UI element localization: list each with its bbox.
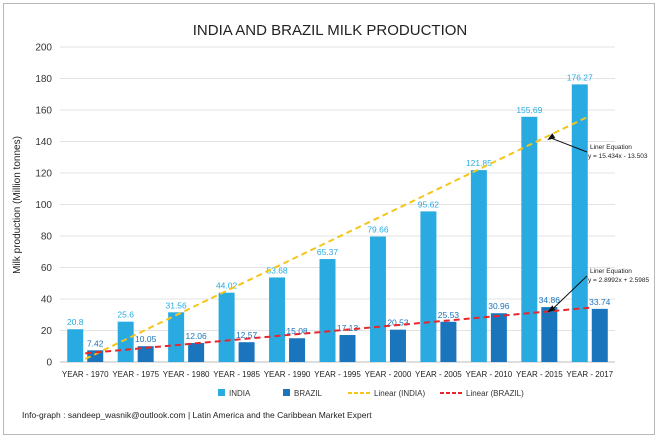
x-tick-label: YEAR - 2000: [365, 370, 412, 379]
bar-brazil: [339, 335, 356, 362]
bar-value-label: 12.57: [236, 330, 258, 340]
x-tick-label: YEAR - 1980: [163, 370, 210, 379]
bar-india: [470, 170, 487, 362]
bar-value-label: 25.53: [438, 310, 460, 320]
x-tick-label: YEAR - 2010: [466, 370, 513, 379]
bar-value-label: 33.74: [589, 297, 611, 307]
bar-value-label: 12.06: [185, 331, 207, 341]
x-tick-label: YEAR - 1985: [213, 370, 260, 379]
bars: [67, 84, 608, 362]
legend-label: BRAZIL: [294, 389, 323, 398]
bar-value-label: 31.56: [165, 300, 187, 310]
bar-india: [521, 116, 538, 362]
bar-value-label: 121.85: [466, 158, 492, 168]
chart-frame: [3, 3, 655, 435]
bar-brazil: [389, 329, 406, 362]
bar-value-label: 65.37: [317, 247, 339, 257]
bar-value-label: 10.05: [135, 334, 157, 344]
bar-brazil: [541, 307, 558, 362]
y-tick-labels: 0 20 40 60 80 100 120 140 160 180 200: [35, 43, 52, 369]
y-tick-label: 80: [41, 232, 53, 243]
bar-brazil: [440, 321, 457, 362]
y-tick-label: 200: [35, 43, 52, 54]
annotation-arrow: [551, 137, 588, 153]
bar-brazil: [490, 313, 507, 362]
bar-value-label: 17.13: [337, 323, 359, 333]
annotation-title: Liner Equation: [590, 144, 632, 151]
x-tick-label: YEAR - 2015: [516, 370, 563, 379]
bar-value-label: 79.66: [367, 225, 389, 235]
bar-value-labels: 20.8 7.42 25.6 10.05 31.56 12.06 44.02 12.57 53.…: [67, 72, 611, 348]
trendlines: [84, 114, 591, 360]
y-tick-label: 140: [35, 137, 52, 148]
annotation-arrow: [550, 275, 588, 311]
bar-brazil: [591, 308, 608, 362]
legend-label: Linear (INDIA): [374, 389, 425, 398]
annotation-equation: y = 15.434x - 13.503: [588, 153, 648, 160]
bar-brazil: [87, 350, 104, 362]
trendline-brazil: [85, 306, 590, 355]
bar-brazil: [238, 342, 255, 362]
bar-india: [420, 211, 437, 362]
bar-brazil: [289, 338, 306, 362]
y-tick-label: 100: [35, 200, 52, 211]
legend-swatch: [283, 389, 290, 396]
bar-india: [571, 84, 588, 362]
bar-india: [269, 277, 286, 362]
legend-label: INDIA: [229, 389, 251, 398]
x-tick-labels: YEAR - 1970 YEAR - 1975 YEAR - 1980 YEAR - …: [62, 370, 614, 379]
y-tick-label: 0: [46, 358, 52, 369]
annotation-arrowhead: [547, 133, 556, 141]
y-axis-label: Milk production (Million tonnes): [12, 136, 23, 274]
bar-india: [369, 236, 386, 362]
bar-india: [319, 259, 336, 362]
bar-value-label: 176.27: [567, 72, 593, 82]
y-tick-label: 60: [41, 263, 53, 274]
x-tick-label: YEAR - 2005: [415, 370, 462, 379]
legend-swatch: [218, 389, 225, 396]
bar-value-label: 25.6: [117, 310, 134, 320]
annotation-equation: y = 2.8992x + 2.5985: [588, 277, 649, 284]
bar-india: [67, 329, 84, 362]
y-tick-label: 20: [41, 326, 53, 337]
bar-value-label: 53.68: [266, 265, 288, 275]
credit-footer: Info-graph : sandeep_wasnik@outlook.com …: [22, 410, 372, 420]
bar-value-label: 30.96: [488, 301, 510, 311]
x-tick-label: YEAR - 1995: [314, 370, 361, 379]
bar-india: [218, 292, 235, 362]
bar-value-label: 20.8: [67, 317, 84, 327]
trendline-india: [84, 114, 591, 360]
bar-brazil: [137, 346, 154, 362]
y-tick-label: 120: [35, 169, 52, 180]
trend-annotations: Liner Equation y = 15.434x - 13.503 Liner …: [547, 133, 649, 313]
annotation-arrowhead: [547, 305, 556, 313]
y-tick-label: 160: [35, 106, 52, 117]
bar-value-label: 15.08: [286, 326, 308, 336]
y-tick-label: 180: [35, 74, 52, 85]
x-tick-label: YEAR - 1970: [62, 370, 109, 379]
bar-brazil: [188, 343, 205, 362]
chart-title: INDIA AND BRAZIL MILK PRODUCTION: [193, 22, 468, 39]
annotation-title: Liner Equation: [590, 268, 632, 275]
bar-value-label: 7.42: [87, 338, 104, 348]
bar-value-label: 155.69: [516, 105, 542, 115]
legend: INDIA BRAZIL Linear (INDIA) Linear (BRAZIL): [218, 389, 524, 398]
bar-value-label: 95.62: [418, 199, 440, 209]
y-tick-label: 40: [41, 295, 53, 306]
bar-value-label: 20.53: [387, 318, 409, 328]
bar-value-label: 34.86: [539, 295, 561, 305]
x-tick-label: YEAR - 1975: [112, 370, 159, 379]
legend-label: Linear (BRAZIL): [466, 389, 524, 398]
bar-india: [117, 321, 134, 362]
x-tick-label: YEAR - 2017: [566, 370, 613, 379]
bar-india: [168, 312, 185, 362]
bar-value-label: 44.02: [216, 281, 238, 291]
x-tick-label: YEAR - 1990: [264, 370, 311, 379]
